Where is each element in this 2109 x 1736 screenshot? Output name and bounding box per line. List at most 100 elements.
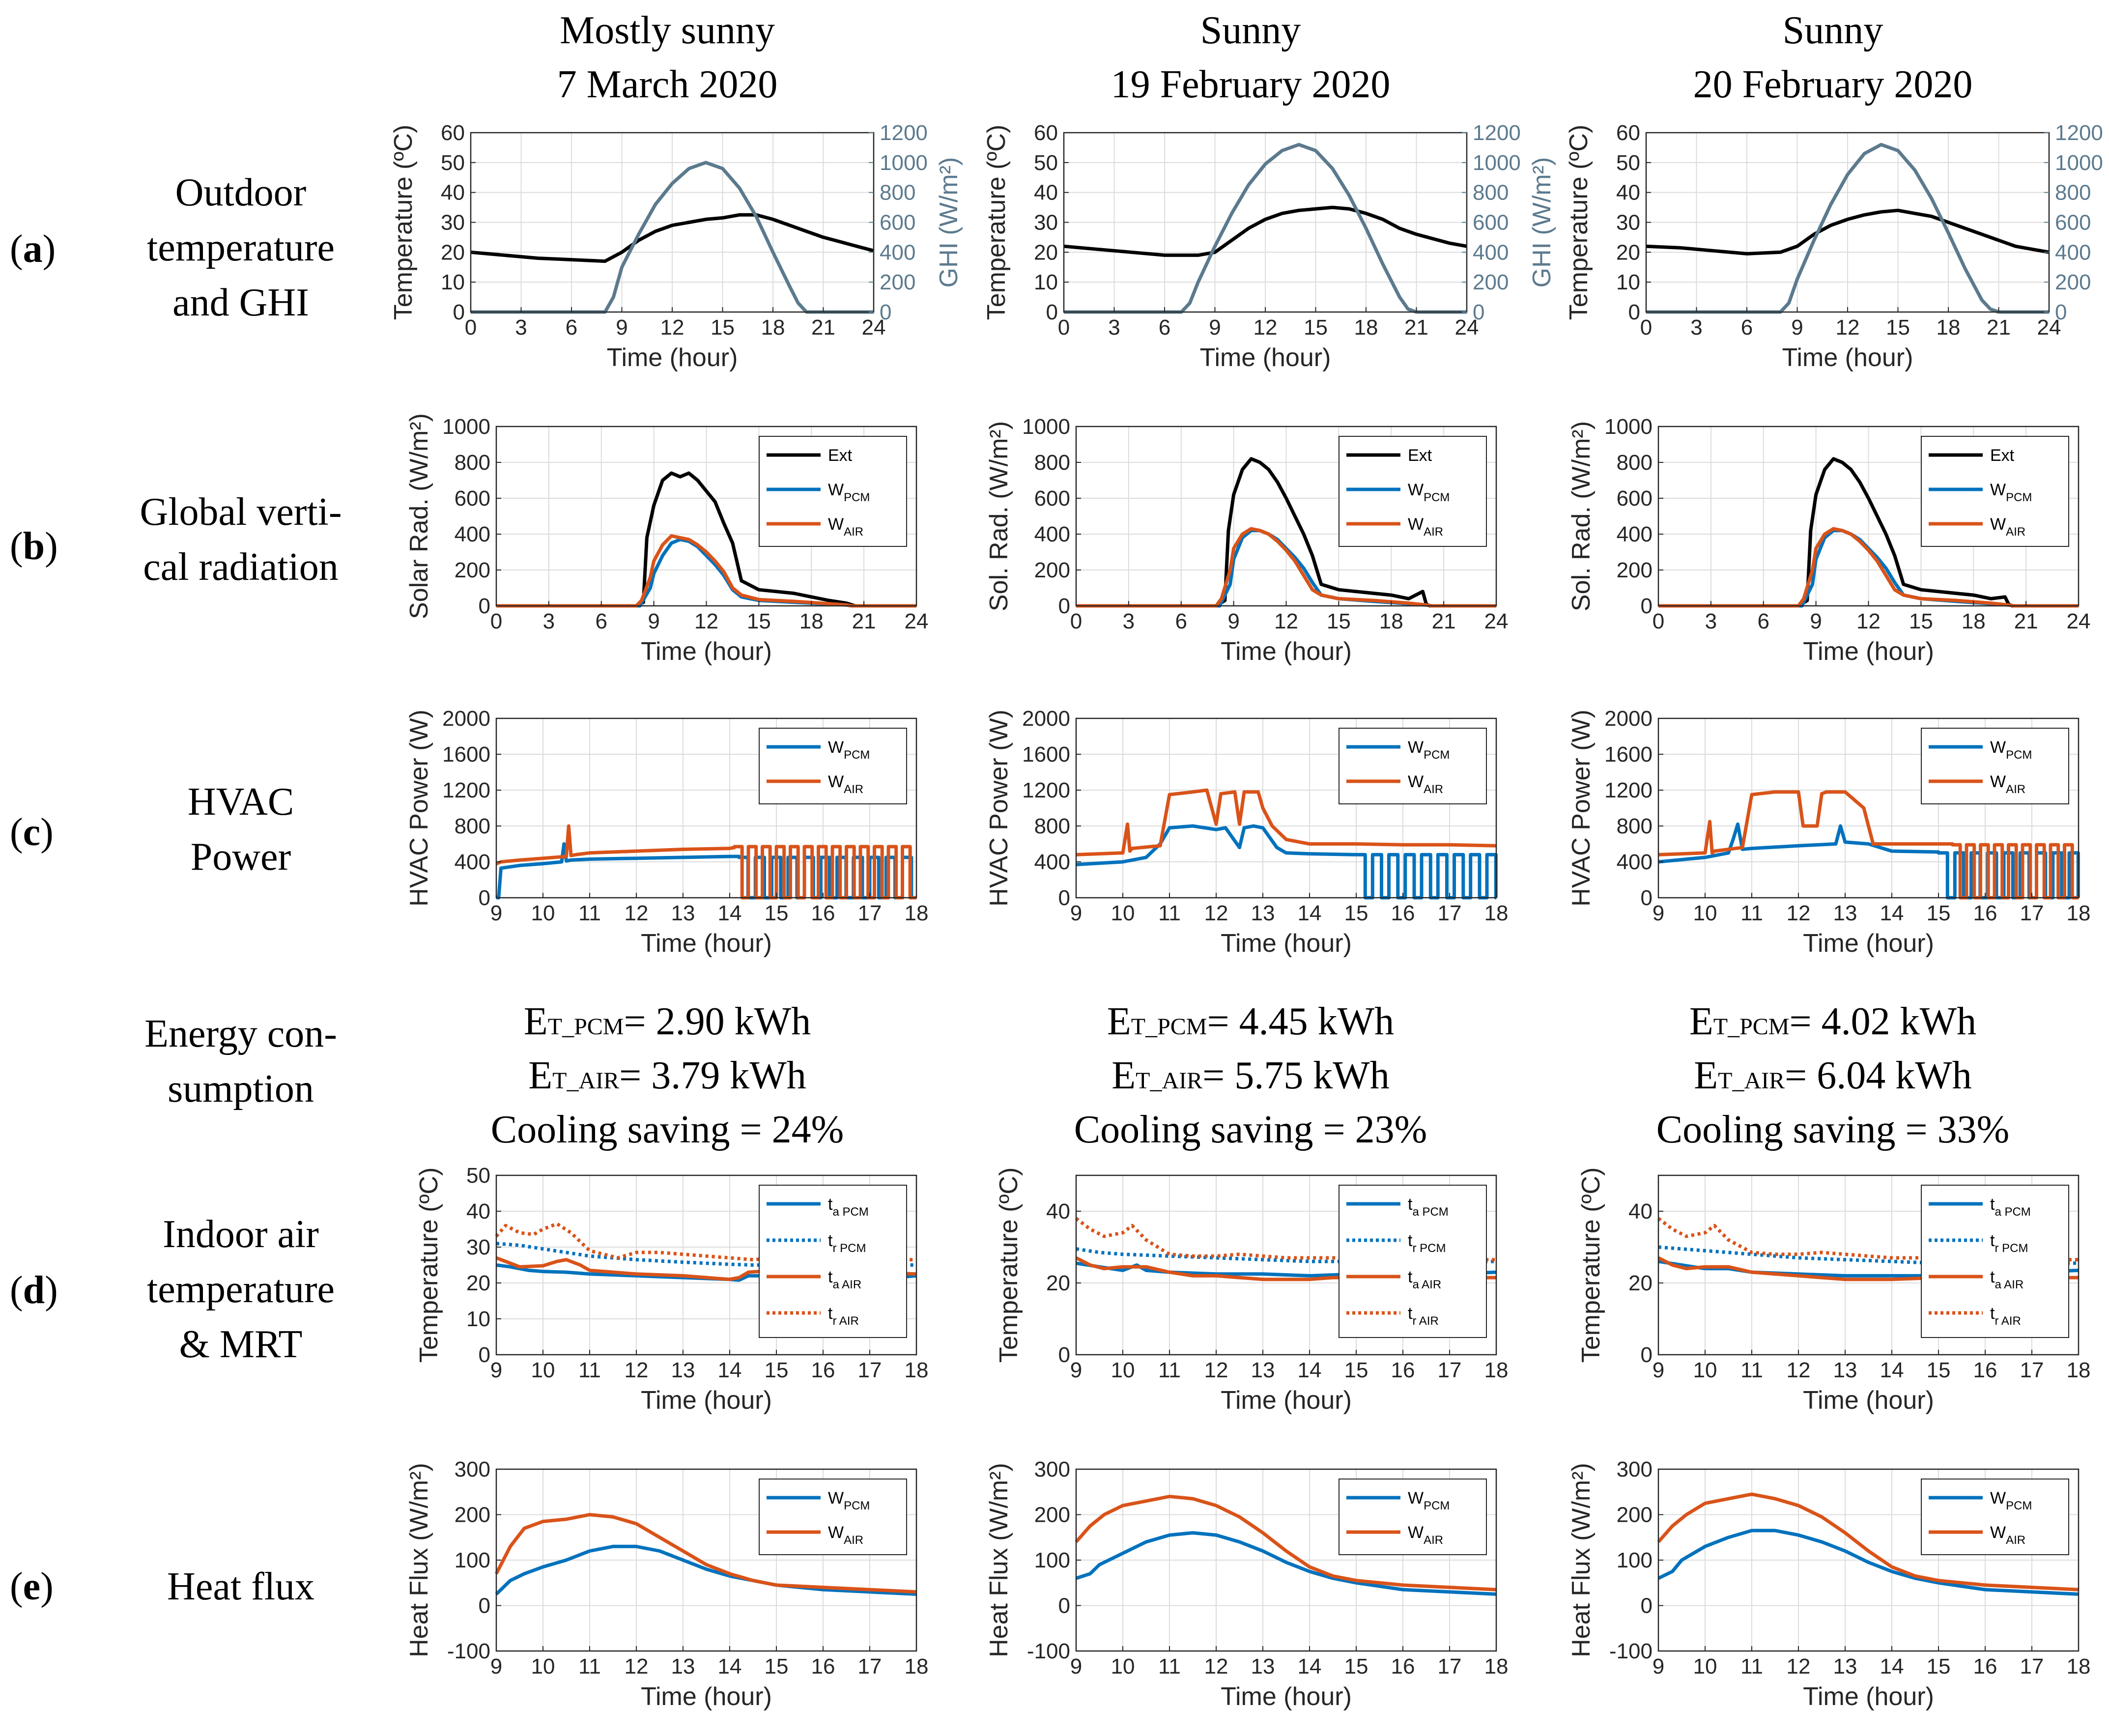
ylabel2-a-0: GHI (W/m²) [935, 157, 963, 288]
xtick-label-a-0-8: 24 [862, 315, 886, 340]
xtick-label-e-0-9: 18 [905, 1654, 929, 1679]
series-b-2-ext [1658, 457, 2079, 608]
axes-frame-c-0 [495, 717, 917, 899]
xtick-label-a-2-1: 3 [1690, 315, 1702, 340]
xlabel-d-1: Time (hour) [1221, 1386, 1352, 1415]
row-a-letter: (a) [10, 228, 56, 271]
ytick2-label-a-1-4: 800 [1473, 181, 1509, 205]
xtick-label-b-2-8: 24 [2067, 609, 2091, 633]
xtick-label-c-2-8: 17 [2020, 901, 2044, 925]
xlabel-c-1: Time (hour) [1221, 929, 1352, 958]
legend-label-b-2-1: WPCM [1990, 481, 2032, 504]
legend-label-d-0-3: tr AIR [828, 1304, 859, 1328]
legend-label-d-1-2: ta AIR [1408, 1268, 1441, 1291]
ytick-label-b-0-4: 800 [455, 451, 490, 475]
xtick-label-d-1-7: 16 [1391, 1358, 1415, 1382]
ytick-label-e-1-3: 200 [1034, 1503, 1070, 1527]
xtick-label-a-2-6: 18 [1937, 315, 1961, 340]
xtick-label-e-1-5: 14 [1298, 1654, 1322, 1679]
ytick2-label-a-1-1: 200 [1473, 270, 1509, 294]
xtick-label-c-0-9: 18 [905, 901, 929, 925]
series-d-0-t-r-air [495, 1222, 916, 1262]
legend-label-b-1-2: WAIR [1408, 515, 1443, 539]
xtick-label-d-1-2: 11 [1158, 1358, 1181, 1382]
xtick-label-c-1-6: 15 [1344, 901, 1368, 925]
xtick-label-e-2-6: 15 [1927, 1654, 1951, 1679]
chart-d-0: 9 10 11 12 13 14 15 16 17 18 0 10 20 30 40 50 Time (hour… [415, 1164, 928, 1415]
legend-box-c-1 [1339, 728, 1487, 804]
legend-label-b-0-1: WPCM [828, 481, 870, 504]
series-e-2-w-pcm [1657, 1529, 2079, 1596]
xtick-label-c-2-7: 16 [1973, 901, 1997, 925]
legend-label-d-1-1: tr PCM [1408, 1231, 1446, 1255]
ylabel-e-2: Heat Flux (W/m²) [1567, 1463, 1596, 1657]
xtick-label-e-2-3: 12 [1787, 1654, 1811, 1679]
xtick-label-d-1-8: 17 [1438, 1358, 1462, 1382]
ytick-label-b-1-1: 200 [1034, 558, 1070, 582]
xlabel-b-1: Time (hour) [1221, 637, 1352, 666]
ytick-label-b-2-0: 0 [1641, 594, 1653, 618]
xtick-label-e-0-1: 10 [531, 1654, 555, 1679]
xtick-label-d-0-9: 18 [905, 1358, 929, 1382]
ytick-label-a-2-2: 20 [1616, 240, 1640, 264]
xtick-label-e-2-5: 14 [1880, 1654, 1904, 1679]
legend-label-d-1-0: ta PCM [1408, 1195, 1449, 1219]
xtick-label-d-0-7: 16 [811, 1358, 835, 1382]
xtick-label-c-1-1: 10 [1111, 901, 1135, 925]
ytick-label-a-0-1: 10 [441, 270, 465, 294]
xtick-label-e-2-7: 16 [1973, 1654, 1997, 1679]
series-b-2-w-air [1658, 527, 2079, 608]
xtick-label-e-0-2: 11 [578, 1654, 601, 1679]
xtick-label-b-0-6: 18 [799, 609, 824, 633]
xtick-label-a-2-8: 24 [2037, 315, 2061, 340]
ylabel-a-2: Temperature (ºC) [1565, 125, 1593, 320]
xtick-label-c-0-1: 10 [531, 901, 555, 925]
xtick-label-b-0-0: 0 [490, 609, 502, 633]
ytick-label-d-2-2: 40 [1628, 1199, 1653, 1224]
series-a-0-temperature [470, 213, 874, 263]
ytick-label-e-1-0: -100 [1027, 1639, 1070, 1663]
ytick-label-e-0-1: 0 [479, 1594, 490, 1618]
column-titles: Mostly sunny 7 March 2020 Sunny 19 Febru… [557, 9, 1973, 106]
col3-condition: Sunny [1783, 9, 1883, 52]
xtick-label-e-0-6: 15 [765, 1654, 789, 1679]
xtick-label-b-1-0: 0 [1070, 609, 1082, 633]
xtick-label-e-2-4: 13 [1833, 1654, 1857, 1679]
ylabel-c-1: HVAC Power (W) [985, 710, 1013, 907]
xtick-label-d-1-5: 14 [1298, 1358, 1322, 1382]
xtick-label-c-1-4: 13 [1251, 901, 1275, 925]
legend-box-c-2 [1921, 728, 2069, 804]
xtick-label-a-1-2: 6 [1159, 315, 1170, 340]
xtick-label-a-2-7: 21 [1987, 315, 2011, 340]
chart-b-2: 0 3 6 9 12 15 18 21 24 0 200 400 600 800 1000 Time (hou… [1567, 415, 2090, 666]
xtick-label-e-0-5: 14 [718, 1654, 742, 1679]
xtick-label-e-2-2: 11 [1740, 1654, 1763, 1679]
series-b-0-w-air [496, 534, 916, 608]
ytick-label-d-2-0: 0 [1641, 1343, 1653, 1367]
ytick-label-b-2-4: 800 [1617, 451, 1653, 475]
row-e-label-1: Heat flux [167, 1565, 314, 1608]
charts-layer: 0 3 6 9 12 15 18 21 2401020304050600200400600800… [389, 121, 2103, 1711]
xtick-label-c-2-0: 9 [1653, 901, 1664, 925]
ytick-label-a-0-3: 30 [441, 211, 465, 235]
ytick-label-e-1-1: 0 [1058, 1594, 1070, 1618]
xtick-label-e-0-3: 12 [625, 1654, 649, 1679]
ytick-label-b-0-2: 400 [455, 522, 490, 546]
ytick-label-b-1-5: 1000 [1022, 415, 1070, 439]
legend-box-c-0 [759, 728, 907, 804]
xtick-label-c-2-5: 14 [1880, 901, 1904, 925]
legend-label-b-1-1: WPCM [1408, 481, 1450, 504]
chart-e-0: 9 10 11 12 13 14 15 16 17 18 -100 0 100 200 300 Time (h… [405, 1457, 928, 1711]
ytick-label-a-0-2: 20 [441, 240, 465, 264]
legend-box-e-1 [1339, 1479, 1487, 1555]
xtick-label-a-2-3: 9 [1791, 315, 1803, 340]
series-e-2-w-air [1657, 1492, 2079, 1592]
ytick-label-c-1-5: 2000 [1022, 707, 1070, 731]
row-e-letter: (e) [10, 1565, 54, 1608]
axes-frame-d-2 [1657, 1174, 2080, 1356]
ytick-label-b-0-1: 200 [455, 558, 490, 582]
xtick-label-e-0-4: 13 [671, 1654, 695, 1679]
ytick-label-c-2-0: 0 [1641, 886, 1653, 910]
xtick-label-c-1-7: 16 [1391, 901, 1415, 925]
